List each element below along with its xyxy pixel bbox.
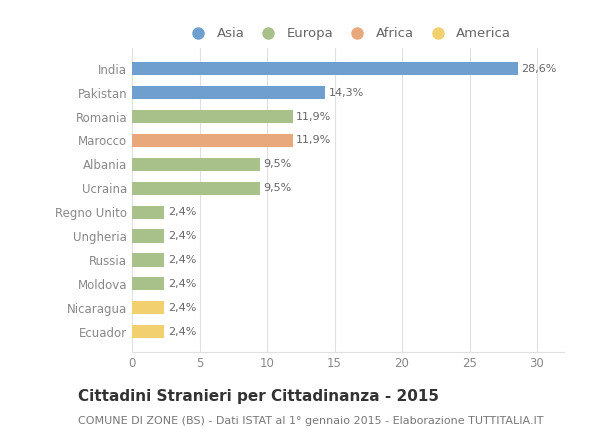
Bar: [132, 134, 293, 147]
Text: 2,4%: 2,4%: [168, 255, 196, 265]
Bar: [132, 301, 164, 314]
Bar: [132, 86, 325, 99]
Bar: [132, 253, 164, 267]
Bar: [132, 277, 164, 290]
Text: 9,5%: 9,5%: [263, 183, 292, 193]
Text: COMUNE DI ZONE (BS) - Dati ISTAT al 1° gennaio 2015 - Elaborazione TUTTITALIA.IT: COMUNE DI ZONE (BS) - Dati ISTAT al 1° g…: [78, 416, 544, 426]
Text: 11,9%: 11,9%: [296, 136, 331, 146]
Text: 28,6%: 28,6%: [521, 64, 557, 74]
Bar: [132, 205, 164, 219]
Bar: [132, 182, 260, 195]
Text: 2,4%: 2,4%: [168, 231, 196, 241]
Text: 2,4%: 2,4%: [168, 279, 196, 289]
Text: 2,4%: 2,4%: [168, 303, 196, 313]
Bar: [132, 110, 293, 123]
Bar: [132, 230, 164, 242]
Legend: Asia, Europa, Africa, America: Asia, Europa, Africa, America: [182, 25, 514, 43]
Bar: [132, 325, 164, 338]
Text: 2,4%: 2,4%: [168, 207, 196, 217]
Bar: [132, 158, 260, 171]
Bar: [132, 62, 518, 75]
Text: Cittadini Stranieri per Cittadinanza - 2015: Cittadini Stranieri per Cittadinanza - 2…: [78, 389, 439, 404]
Text: 11,9%: 11,9%: [296, 112, 331, 121]
Text: 14,3%: 14,3%: [328, 88, 364, 98]
Text: 9,5%: 9,5%: [263, 159, 292, 169]
Text: 2,4%: 2,4%: [168, 326, 196, 337]
